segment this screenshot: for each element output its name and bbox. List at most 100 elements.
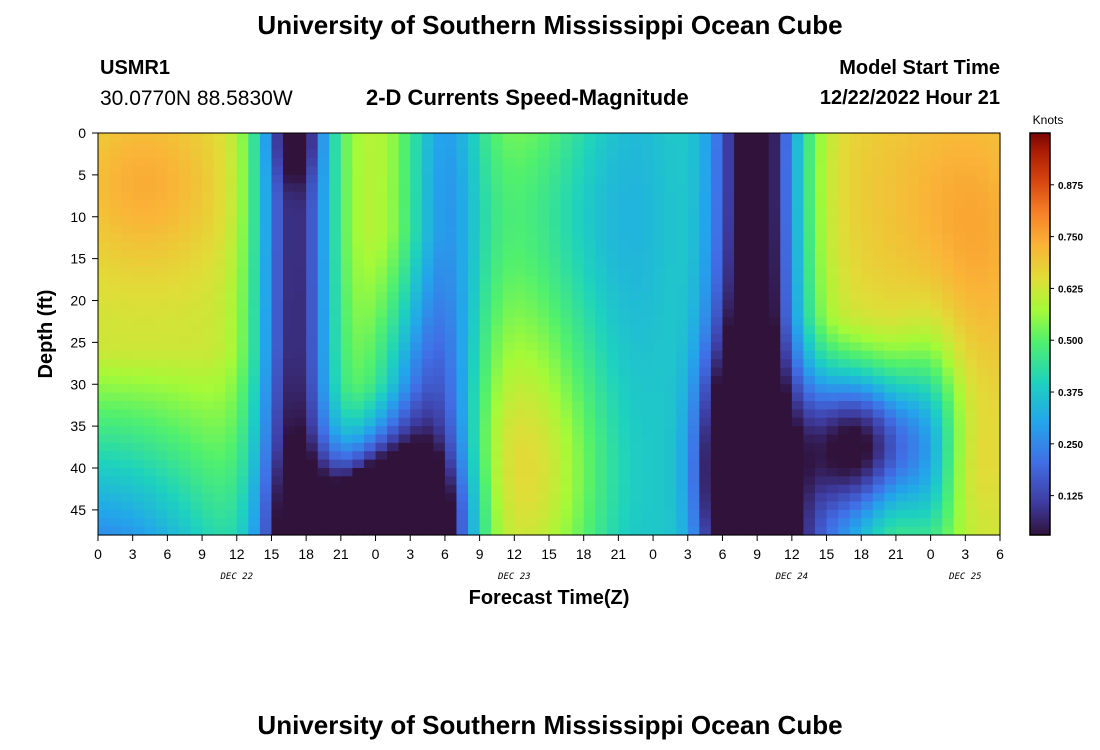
heatmap-cell bbox=[98, 283, 111, 293]
heatmap-cell bbox=[433, 417, 446, 427]
heatmap-cell bbox=[838, 308, 851, 318]
heatmap-cell bbox=[710, 468, 724, 477]
heatmap-cell bbox=[190, 183, 203, 193]
heatmap-cell bbox=[468, 191, 481, 201]
heatmap-cell bbox=[976, 292, 990, 302]
heatmap-cell bbox=[479, 392, 492, 402]
heatmap-cell bbox=[190, 241, 203, 251]
heatmap-cell bbox=[641, 350, 654, 360]
heatmap-cell bbox=[225, 359, 238, 369]
heatmap-cell bbox=[560, 183, 573, 193]
heatmap-cell bbox=[306, 417, 319, 427]
heatmap-cell bbox=[710, 484, 724, 494]
heatmap-cell bbox=[872, 476, 885, 486]
heatmap-cell bbox=[838, 384, 851, 394]
heatmap-cell bbox=[202, 149, 215, 159]
heatmap-cell bbox=[976, 359, 990, 369]
heatmap-cell bbox=[861, 392, 874, 402]
heatmap-cell bbox=[780, 375, 793, 385]
heatmap-cell bbox=[155, 216, 168, 226]
heatmap-cell bbox=[213, 292, 226, 302]
heatmap-cell bbox=[190, 250, 203, 260]
heatmap-cell bbox=[502, 375, 515, 385]
y-tick-label: 30 bbox=[70, 376, 86, 392]
heatmap-cell bbox=[525, 367, 539, 377]
heatmap-cell bbox=[491, 334, 504, 343]
heatmap-cell bbox=[618, 258, 631, 268]
heatmap-cell bbox=[687, 484, 700, 494]
heatmap-cell bbox=[294, 191, 307, 201]
heatmap-cell bbox=[930, 434, 943, 444]
heatmap-cell bbox=[722, 526, 735, 536]
heatmap-cell bbox=[907, 367, 920, 377]
heatmap-cell bbox=[213, 141, 226, 151]
heatmap-cell bbox=[734, 484, 747, 494]
heatmap-cell bbox=[884, 292, 897, 302]
heatmap-cell bbox=[317, 166, 330, 176]
heatmap-cell bbox=[884, 317, 897, 327]
heatmap-cell bbox=[178, 275, 192, 285]
heatmap-cell bbox=[768, 225, 781, 235]
heatmap-cell bbox=[768, 493, 781, 503]
heatmap-cell bbox=[606, 334, 619, 343]
heatmap-cell bbox=[225, 250, 238, 260]
heatmap-cell bbox=[155, 250, 168, 260]
heatmap-cell bbox=[144, 367, 157, 377]
heatmap-cell bbox=[930, 292, 943, 302]
heatmap-cell bbox=[271, 367, 284, 377]
heatmap-cell bbox=[283, 526, 296, 536]
heatmap-cell bbox=[606, 501, 619, 511]
heatmap-cell bbox=[121, 509, 134, 519]
heatmap-cell bbox=[514, 526, 527, 536]
heatmap-cell bbox=[190, 401, 203, 410]
heatmap-cell bbox=[294, 174, 307, 184]
heatmap-cell bbox=[294, 334, 307, 343]
heatmap-cell bbox=[791, 501, 805, 511]
heatmap-cell bbox=[629, 468, 643, 477]
heatmap-cell bbox=[132, 342, 145, 352]
heatmap-cell bbox=[178, 216, 192, 226]
heatmap-cell bbox=[572, 158, 585, 168]
heatmap-cell bbox=[745, 501, 758, 511]
heatmap-cell bbox=[167, 468, 180, 477]
heatmap-cell bbox=[375, 174, 388, 184]
heatmap-cell bbox=[872, 526, 885, 536]
heatmap-cell bbox=[121, 166, 134, 176]
heatmap-cell bbox=[780, 350, 793, 360]
heatmap-cell bbox=[178, 384, 192, 394]
footer-title: University of Southern Mississippi Ocean… bbox=[257, 710, 843, 740]
heatmap-cell bbox=[248, 174, 261, 184]
heatmap-cell bbox=[838, 133, 851, 142]
heatmap-cell bbox=[387, 216, 400, 226]
heatmap-cell bbox=[433, 476, 446, 486]
heatmap-cell bbox=[294, 350, 307, 360]
heatmap-cell bbox=[317, 300, 330, 310]
heatmap-cell bbox=[537, 200, 550, 209]
heatmap-cell bbox=[676, 216, 689, 226]
heatmap-cell bbox=[121, 200, 134, 209]
heatmap-cell bbox=[213, 509, 226, 519]
heatmap-cell bbox=[132, 191, 145, 201]
heatmap-cell bbox=[444, 401, 458, 410]
heatmap-cell bbox=[722, 200, 735, 209]
heatmap-cell bbox=[722, 275, 735, 285]
heatmap-cell bbox=[410, 426, 423, 436]
heatmap-cell bbox=[572, 308, 585, 318]
heatmap-cell bbox=[375, 283, 388, 293]
heatmap-cell bbox=[919, 409, 932, 419]
heatmap-cell bbox=[456, 258, 469, 268]
heatmap-cell bbox=[132, 325, 145, 335]
heatmap-cell bbox=[942, 350, 955, 360]
heatmap-cell bbox=[988, 149, 1001, 159]
heatmap-cell bbox=[236, 392, 249, 402]
heatmap-cell bbox=[965, 283, 978, 293]
heatmap-cell bbox=[98, 191, 111, 201]
heatmap-cell bbox=[734, 401, 747, 410]
heatmap-cell bbox=[340, 375, 354, 385]
heatmap-cell bbox=[849, 468, 862, 477]
heatmap-cell bbox=[340, 384, 354, 394]
heatmap-cell bbox=[398, 317, 411, 327]
heatmap-cell bbox=[502, 484, 515, 494]
heatmap-cell bbox=[329, 133, 342, 142]
